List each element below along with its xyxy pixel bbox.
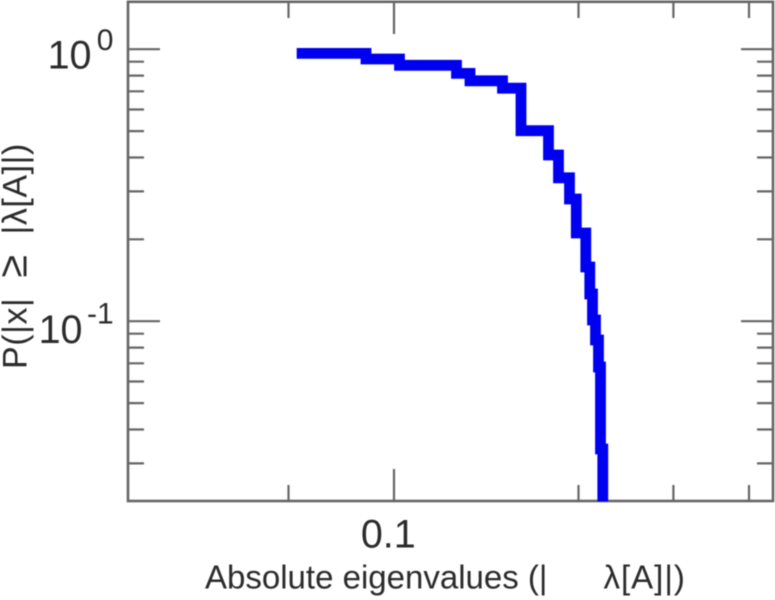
svg-text:0.1: 0.1 <box>361 513 416 557</box>
svg-text:10: 10 <box>39 308 83 352</box>
svg-text:P(|x| ≥ |λ[A]|): P(|x| ≥ |λ[A]|) <box>0 143 36 369</box>
svg-text:10: 10 <box>48 34 92 78</box>
svg-text:0: 0 <box>97 24 114 57</box>
svg-text:-1: -1 <box>87 297 114 330</box>
svg-text:λ[A]|): λ[A]|) <box>604 559 686 596</box>
svg-text:Absolute eigenvalues (|: Absolute eigenvalues (| <box>205 559 547 596</box>
